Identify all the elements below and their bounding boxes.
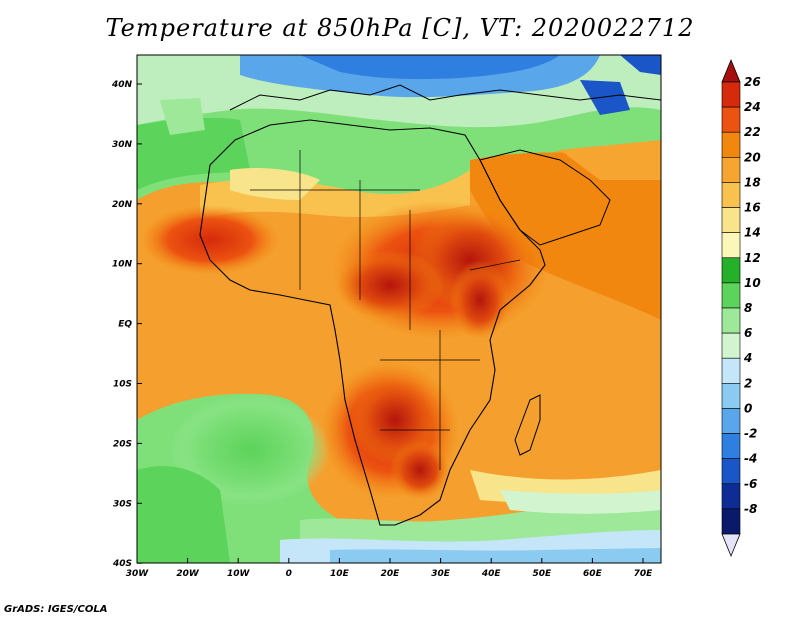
colorbar-label: 8 [744, 301, 752, 315]
colorbar-swatch [721, 207, 741, 233]
lat-label: EQ [118, 320, 132, 330]
lon-label: 40E [481, 569, 502, 579]
lat-label: 30S [113, 499, 132, 509]
lon-label: 30W [126, 569, 150, 579]
colorbar-label: 26 [744, 75, 761, 89]
colorbar-swatch [721, 106, 741, 133]
lon-label: 0 [286, 569, 292, 579]
lat-label: 40N [111, 80, 133, 90]
colorbar-label: 14 [744, 226, 761, 240]
colorbar-label: 2 [744, 376, 752, 390]
temperature-field [137, 55, 661, 563]
lon-label: 10E [330, 569, 350, 579]
colorbar-bottom-triangle [721, 533, 741, 558]
colorbar-label: 0 [744, 401, 752, 415]
lon-label: 10W [227, 569, 251, 579]
colorbar-swatch [721, 433, 741, 459]
colorbar-label: 22 [744, 125, 761, 139]
colorbar-label: 20 [744, 150, 761, 164]
colorbar-swatch [721, 81, 741, 108]
colorbar-swatch [721, 282, 741, 309]
lon-label: 70E [634, 569, 654, 579]
longitude-labels: 30W 20W 10W 0 10E 20E 30E 40E 50E 60E 70E [126, 558, 653, 579]
colorbar-label: -2 [744, 427, 757, 441]
lat-label: 10S [113, 380, 132, 390]
colorbar-swatch [721, 483, 741, 510]
colorbar-swatch [721, 408, 741, 434]
footer-credit: GrADS: IGES/COLA [4, 604, 108, 615]
colorbar-label: 10 [744, 276, 761, 290]
lat-label: 20N [112, 200, 133, 210]
colorbar-label: -4 [744, 452, 757, 466]
colorbar-swatch [721, 332, 741, 359]
lon-label: 20E [381, 569, 401, 579]
lat-label: 40S [112, 559, 132, 569]
lon-label: 60E [583, 569, 603, 579]
lon-label: 30E [431, 569, 451, 579]
colorbar-swatch [721, 357, 741, 384]
lat-label: 20S [113, 439, 132, 449]
lon-label: 50E [532, 569, 552, 579]
colorbar-label: 24 [744, 100, 761, 114]
colorbar-swatch [721, 307, 741, 334]
colorbar-label: 12 [744, 251, 761, 265]
colorbar-label: -8 [744, 502, 757, 516]
colorbar-swatch [721, 508, 741, 535]
colorbar-label: 4 [743, 351, 752, 365]
colorbar-swatch [721, 383, 741, 409]
lon-label: 20W [176, 569, 200, 579]
latitude-labels: 40N 30N 20N 10N EQ 10S 20S 30S 40S [111, 80, 142, 569]
colorbar-label: 16 [744, 201, 761, 215]
colorbar-label: 18 [744, 175, 761, 189]
colorbar-swatch [721, 458, 741, 485]
colorbar-top-triangle [721, 58, 741, 83]
colorbar-swatch [721, 182, 741, 208]
lat-label: 10N [112, 260, 133, 270]
lat-label: 30N [112, 140, 133, 150]
colorbar-swatch [721, 157, 741, 183]
colorbar-label: 6 [744, 326, 752, 340]
colorbar-swatch [721, 232, 741, 259]
colorbar-swatch [721, 131, 741, 158]
colorbar-label: -6 [744, 477, 757, 491]
colorbar-swatch [721, 257, 741, 284]
map-title: Temperature at 850hPa [C], VT: 202002271… [105, 14, 695, 42]
